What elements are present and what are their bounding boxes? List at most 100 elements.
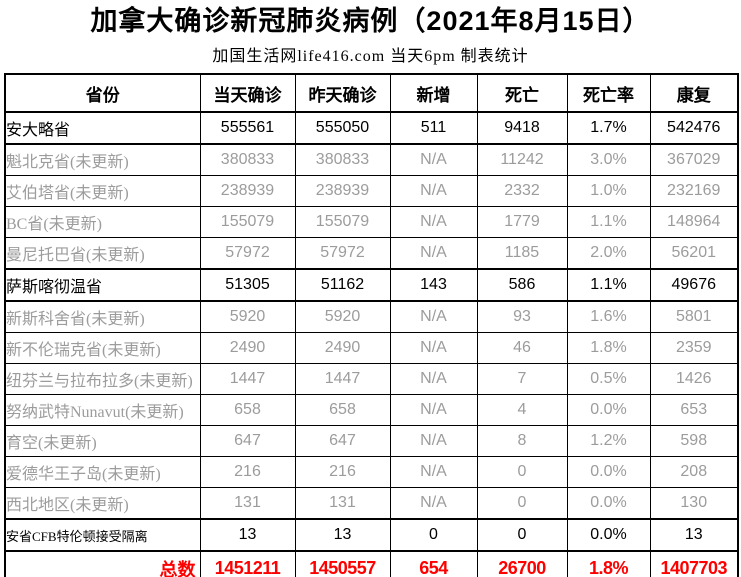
death-rate-cell: 0.0% (566, 456, 651, 489)
deaths-cell: 4 (476, 394, 568, 427)
today-confirmed-cell: 57972 (199, 237, 296, 270)
death-rate-cell: 1.2% (566, 425, 651, 458)
deaths-cell: 26700 (476, 550, 568, 577)
recovered-cell: 49676 (649, 268, 739, 303)
death-rate-cell: 0.5% (566, 363, 651, 396)
today-confirmed-cell: 658 (199, 394, 296, 427)
today-confirmed-cell: 1447 (199, 363, 296, 396)
new-cases-cell: N/A (389, 237, 478, 270)
new-cases-cell: N/A (389, 300, 478, 334)
yesterday-confirmed-cell: 1450557 (294, 550, 391, 577)
deaths-cell: 1779 (476, 206, 568, 239)
recovered-cell: 653 (649, 394, 739, 427)
recovered-cell: 367029 (649, 143, 739, 177)
page-title: 加拿大确诊新冠肺炎病例（2021年8月15日） (90, 6, 651, 36)
recovered-cell: 148964 (649, 206, 739, 239)
today-confirmed-cell: 51305 (199, 268, 296, 303)
recovered-cell: 13 (649, 518, 739, 553)
new-cases-cell: N/A (389, 487, 478, 520)
deaths-cell: 11242 (476, 143, 568, 177)
new-cases-cell: 143 (389, 268, 478, 303)
province-cell: 萨斯喀彻温省 (4, 268, 201, 303)
today-confirmed-cell: 131 (199, 487, 296, 520)
table-row: 努纳武特Nunavut(未更新) 658 658 N/A 4 0.0% 653 (4, 394, 739, 427)
table-row: 萨斯喀彻温省 51305 51162 143 586 1.1% 49676 (4, 268, 739, 303)
death-rate-cell: 0.0% (566, 487, 651, 520)
deaths-cell: 9418 (476, 111, 568, 146)
yesterday-confirmed-cell: 5920 (294, 300, 391, 334)
deaths-cell: 7 (476, 363, 568, 396)
new-cases-cell: N/A (389, 363, 478, 396)
province-cell: BC省(未更新) (4, 206, 201, 239)
deaths-cell: 0 (476, 487, 568, 520)
table-row: 纽芬兰与拉布拉多(未更新) 1447 1447 N/A 7 0.5% 1426 (4, 363, 739, 396)
yesterday-confirmed-cell: 1447 (294, 363, 391, 396)
covid-stats-table: 省份 当天确诊 昨天确诊 新增 死亡 死亡率 康复 安大略省 555561 5550… (4, 73, 739, 577)
death-rate-cell: 1.1% (566, 268, 651, 303)
new-cases-cell: N/A (389, 425, 478, 458)
table-row: 安省CFB特伦顿接受隔离 13 13 0 0 0.0% 13 (4, 518, 739, 553)
province-cell: 西北地区(未更新) (4, 487, 201, 520)
death-rate-cell: 2.0% (566, 237, 651, 270)
death-rate-cell: 1.8% (566, 332, 651, 365)
recovered-cell: 1426 (649, 363, 739, 396)
recovered-cell: 1407703 (649, 550, 739, 577)
table-row: 爱德华王子岛(未更新) 216 216 N/A 0 0.0% 208 (4, 456, 739, 489)
recovered-cell: 5801 (649, 300, 739, 334)
death-rate-cell: 3.0% (566, 143, 651, 177)
province-cell: 努纳武特Nunavut(未更新) (4, 394, 201, 427)
yesterday-confirmed-cell: 647 (294, 425, 391, 458)
col-header-recovered: 康复 (649, 73, 739, 113)
province-cell: 安大略省 (4, 111, 201, 146)
total-label: 总数 (4, 550, 201, 577)
death-rate-cell: 0.0% (566, 518, 651, 553)
deaths-cell: 8 (476, 425, 568, 458)
today-confirmed-cell: 647 (199, 425, 296, 458)
province-cell: 爱德华王子岛(未更新) (4, 456, 201, 489)
death-rate-cell: 1.8% (566, 550, 651, 577)
new-cases-cell: 511 (389, 111, 478, 146)
recovered-cell: 598 (649, 425, 739, 458)
new-cases-cell: N/A (389, 332, 478, 365)
death-rate-cell: 0.0% (566, 394, 651, 427)
yesterday-confirmed-cell: 131 (294, 487, 391, 520)
province-cell: 安省CFB特伦顿接受隔离 (4, 518, 201, 553)
death-rate-cell: 1.6% (566, 300, 651, 334)
new-cases-cell: N/A (389, 456, 478, 489)
table-row: 新斯科舍省(未更新) 5920 5920 N/A 93 1.6% 5801 (4, 300, 739, 334)
province-cell: 新不伦瑞克省(未更新) (4, 332, 201, 365)
new-cases-cell: N/A (389, 175, 478, 208)
yesterday-confirmed-cell: 2490 (294, 332, 391, 365)
yesterday-confirmed-cell: 13 (294, 518, 391, 553)
recovered-cell: 208 (649, 456, 739, 489)
deaths-cell: 1185 (476, 237, 568, 270)
today-confirmed-cell: 1451211 (199, 550, 296, 577)
province-cell: 曼尼托巴省(未更新) (4, 237, 201, 270)
new-cases-cell: N/A (389, 206, 478, 239)
table-row: 育空(未更新) 647 647 N/A 8 1.2% 598 (4, 425, 739, 458)
col-header-today-confirmed: 当天确诊 (199, 73, 296, 113)
recovered-cell: 2359 (649, 332, 739, 365)
yesterday-confirmed-cell: 555050 (294, 111, 391, 146)
today-confirmed-cell: 238939 (199, 175, 296, 208)
province-cell: 魁北克省(未更新) (4, 143, 201, 177)
deaths-cell: 0 (476, 518, 568, 553)
new-cases-cell: 0 (389, 518, 478, 553)
death-rate-cell: 1.1% (566, 206, 651, 239)
yesterday-confirmed-cell: 57972 (294, 237, 391, 270)
province-cell: 艾伯塔省(未更新) (4, 175, 201, 208)
today-confirmed-cell: 2490 (199, 332, 296, 365)
new-cases-cell: N/A (389, 394, 478, 427)
table-row: 曼尼托巴省(未更新) 57972 57972 N/A 1185 2.0% 56201 (4, 237, 739, 270)
province-cell: 育空(未更新) (4, 425, 201, 458)
yesterday-confirmed-cell: 155079 (294, 206, 391, 239)
new-cases-cell: N/A (389, 143, 478, 177)
today-confirmed-cell: 155079 (199, 206, 296, 239)
yesterday-confirmed-cell: 238939 (294, 175, 391, 208)
recovered-cell: 232169 (649, 175, 739, 208)
col-header-new-cases: 新增 (389, 73, 478, 113)
table-row: 艾伯塔省(未更新) 238939 238939 N/A 2332 1.0% 232169 (4, 175, 739, 208)
table-row: 西北地区(未更新) 131 131 N/A 0 0.0% 130 (4, 487, 739, 520)
deaths-cell: 586 (476, 268, 568, 303)
